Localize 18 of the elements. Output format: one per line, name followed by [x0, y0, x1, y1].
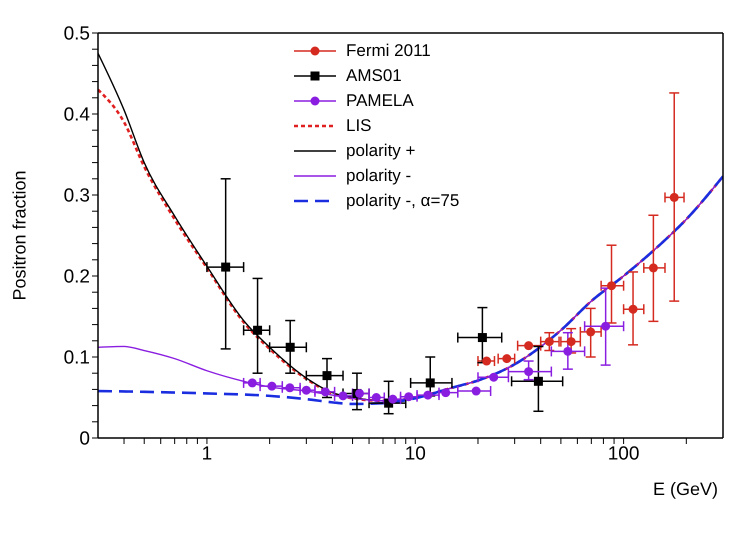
x-tick-label: 100: [608, 443, 640, 464]
x-tick-label: 1: [202, 443, 212, 464]
x-tick-label: 10: [404, 443, 426, 464]
legend-label: polarity -: [346, 165, 412, 187]
legend-label: polarity +: [346, 140, 416, 162]
legend-label: Fermi 2011: [346, 40, 431, 62]
legend-label: LIS: [346, 115, 372, 137]
legend-label: polarity -, α=75: [346, 190, 460, 212]
x-axis-title: E (GeV): [652, 479, 718, 500]
y-axis-title: Positron fraction: [9, 170, 30, 301]
y-tick-label: 0.2: [64, 266, 90, 288]
legend-label: PAMELA: [346, 90, 414, 112]
legend-label: AMS01: [346, 65, 402, 87]
y-tick-label: 0: [79, 428, 90, 450]
y-tick-label: 0.5: [64, 24, 90, 45]
y-tick-label: 0.1: [64, 348, 90, 369]
y-tick-label: 0.4: [64, 104, 90, 126]
y-tick-label: 0.3: [64, 186, 90, 207]
